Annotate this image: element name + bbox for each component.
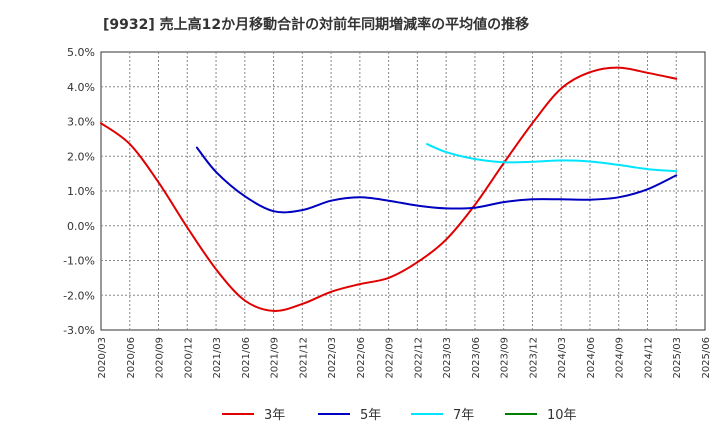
y-tick-label: -3.0% xyxy=(63,324,95,337)
x-tick-label: 2022/09 xyxy=(385,337,396,379)
grid-layer xyxy=(101,52,705,330)
legend-label-0: 3年 xyxy=(264,408,285,423)
x-tick-label: 2020/09 xyxy=(155,337,166,379)
x-tick-label: 2023/06 xyxy=(471,337,482,379)
x-tick-label: 2024/06 xyxy=(586,337,597,379)
x-tick-label: 2023/03 xyxy=(442,337,453,379)
y-tick-label: -1.0% xyxy=(63,255,95,268)
x-tick-label: 2025/06 xyxy=(701,337,712,379)
y-tick-label: 5.0% xyxy=(67,46,95,59)
y-tick-label: 0.0% xyxy=(67,220,95,233)
legend-label-3: 10年 xyxy=(547,408,577,423)
x-tick-label: 2020/03 xyxy=(97,337,108,379)
x-tick-label: 2024/12 xyxy=(643,337,654,379)
y-tick-label: 2.0% xyxy=(67,150,95,163)
series-line-2 xyxy=(426,143,678,173)
x-tick-label: 2021/09 xyxy=(270,337,281,379)
x-tick-label: 2021/12 xyxy=(298,337,309,379)
x-tick-label: 2021/03 xyxy=(212,337,223,379)
y-tick-label: 4.0% xyxy=(67,81,95,94)
legend: 3年 5年 7年 10年 xyxy=(222,408,577,423)
series-line-0 xyxy=(100,66,678,312)
x-axis-ticks: 2020/03 2020/06 2020/09 2020/12 2021/03 2021/… xyxy=(97,337,712,379)
legend-label-2: 7年 xyxy=(453,408,474,423)
x-tick-label: 2025/03 xyxy=(672,337,683,379)
series-layer xyxy=(100,66,678,312)
y-tick-label: 1.0% xyxy=(67,185,95,198)
x-tick-label: 2023/12 xyxy=(528,337,539,379)
legend-label-1: 5年 xyxy=(360,408,381,423)
y-tick-label: -2.0% xyxy=(63,289,95,302)
x-tick-label: 2020/06 xyxy=(126,337,137,379)
x-tick-label: 2024/03 xyxy=(557,337,568,379)
x-tick-label: 2024/09 xyxy=(615,337,626,379)
y-axis-ticks: 5.0% 4.0% 3.0% 2.0% 1.0% 0.0% -1.0% -2.0% -3.0% xyxy=(63,46,95,337)
y-tick-label: 3.0% xyxy=(67,116,95,129)
x-tick-label: 2020/12 xyxy=(183,337,194,379)
chart-title: [9932] 売上高12か月移動合計の対前年同期増減率の平均値の推移 xyxy=(103,17,530,33)
x-tick-label: 2021/06 xyxy=(241,337,252,379)
series-line-1 xyxy=(195,146,678,214)
x-tick-label: 2022/03 xyxy=(327,337,338,379)
x-tick-label: 2023/09 xyxy=(500,337,511,379)
x-tick-label: 2022/06 xyxy=(356,337,367,379)
x-tick-label: 2022/12 xyxy=(413,337,424,379)
